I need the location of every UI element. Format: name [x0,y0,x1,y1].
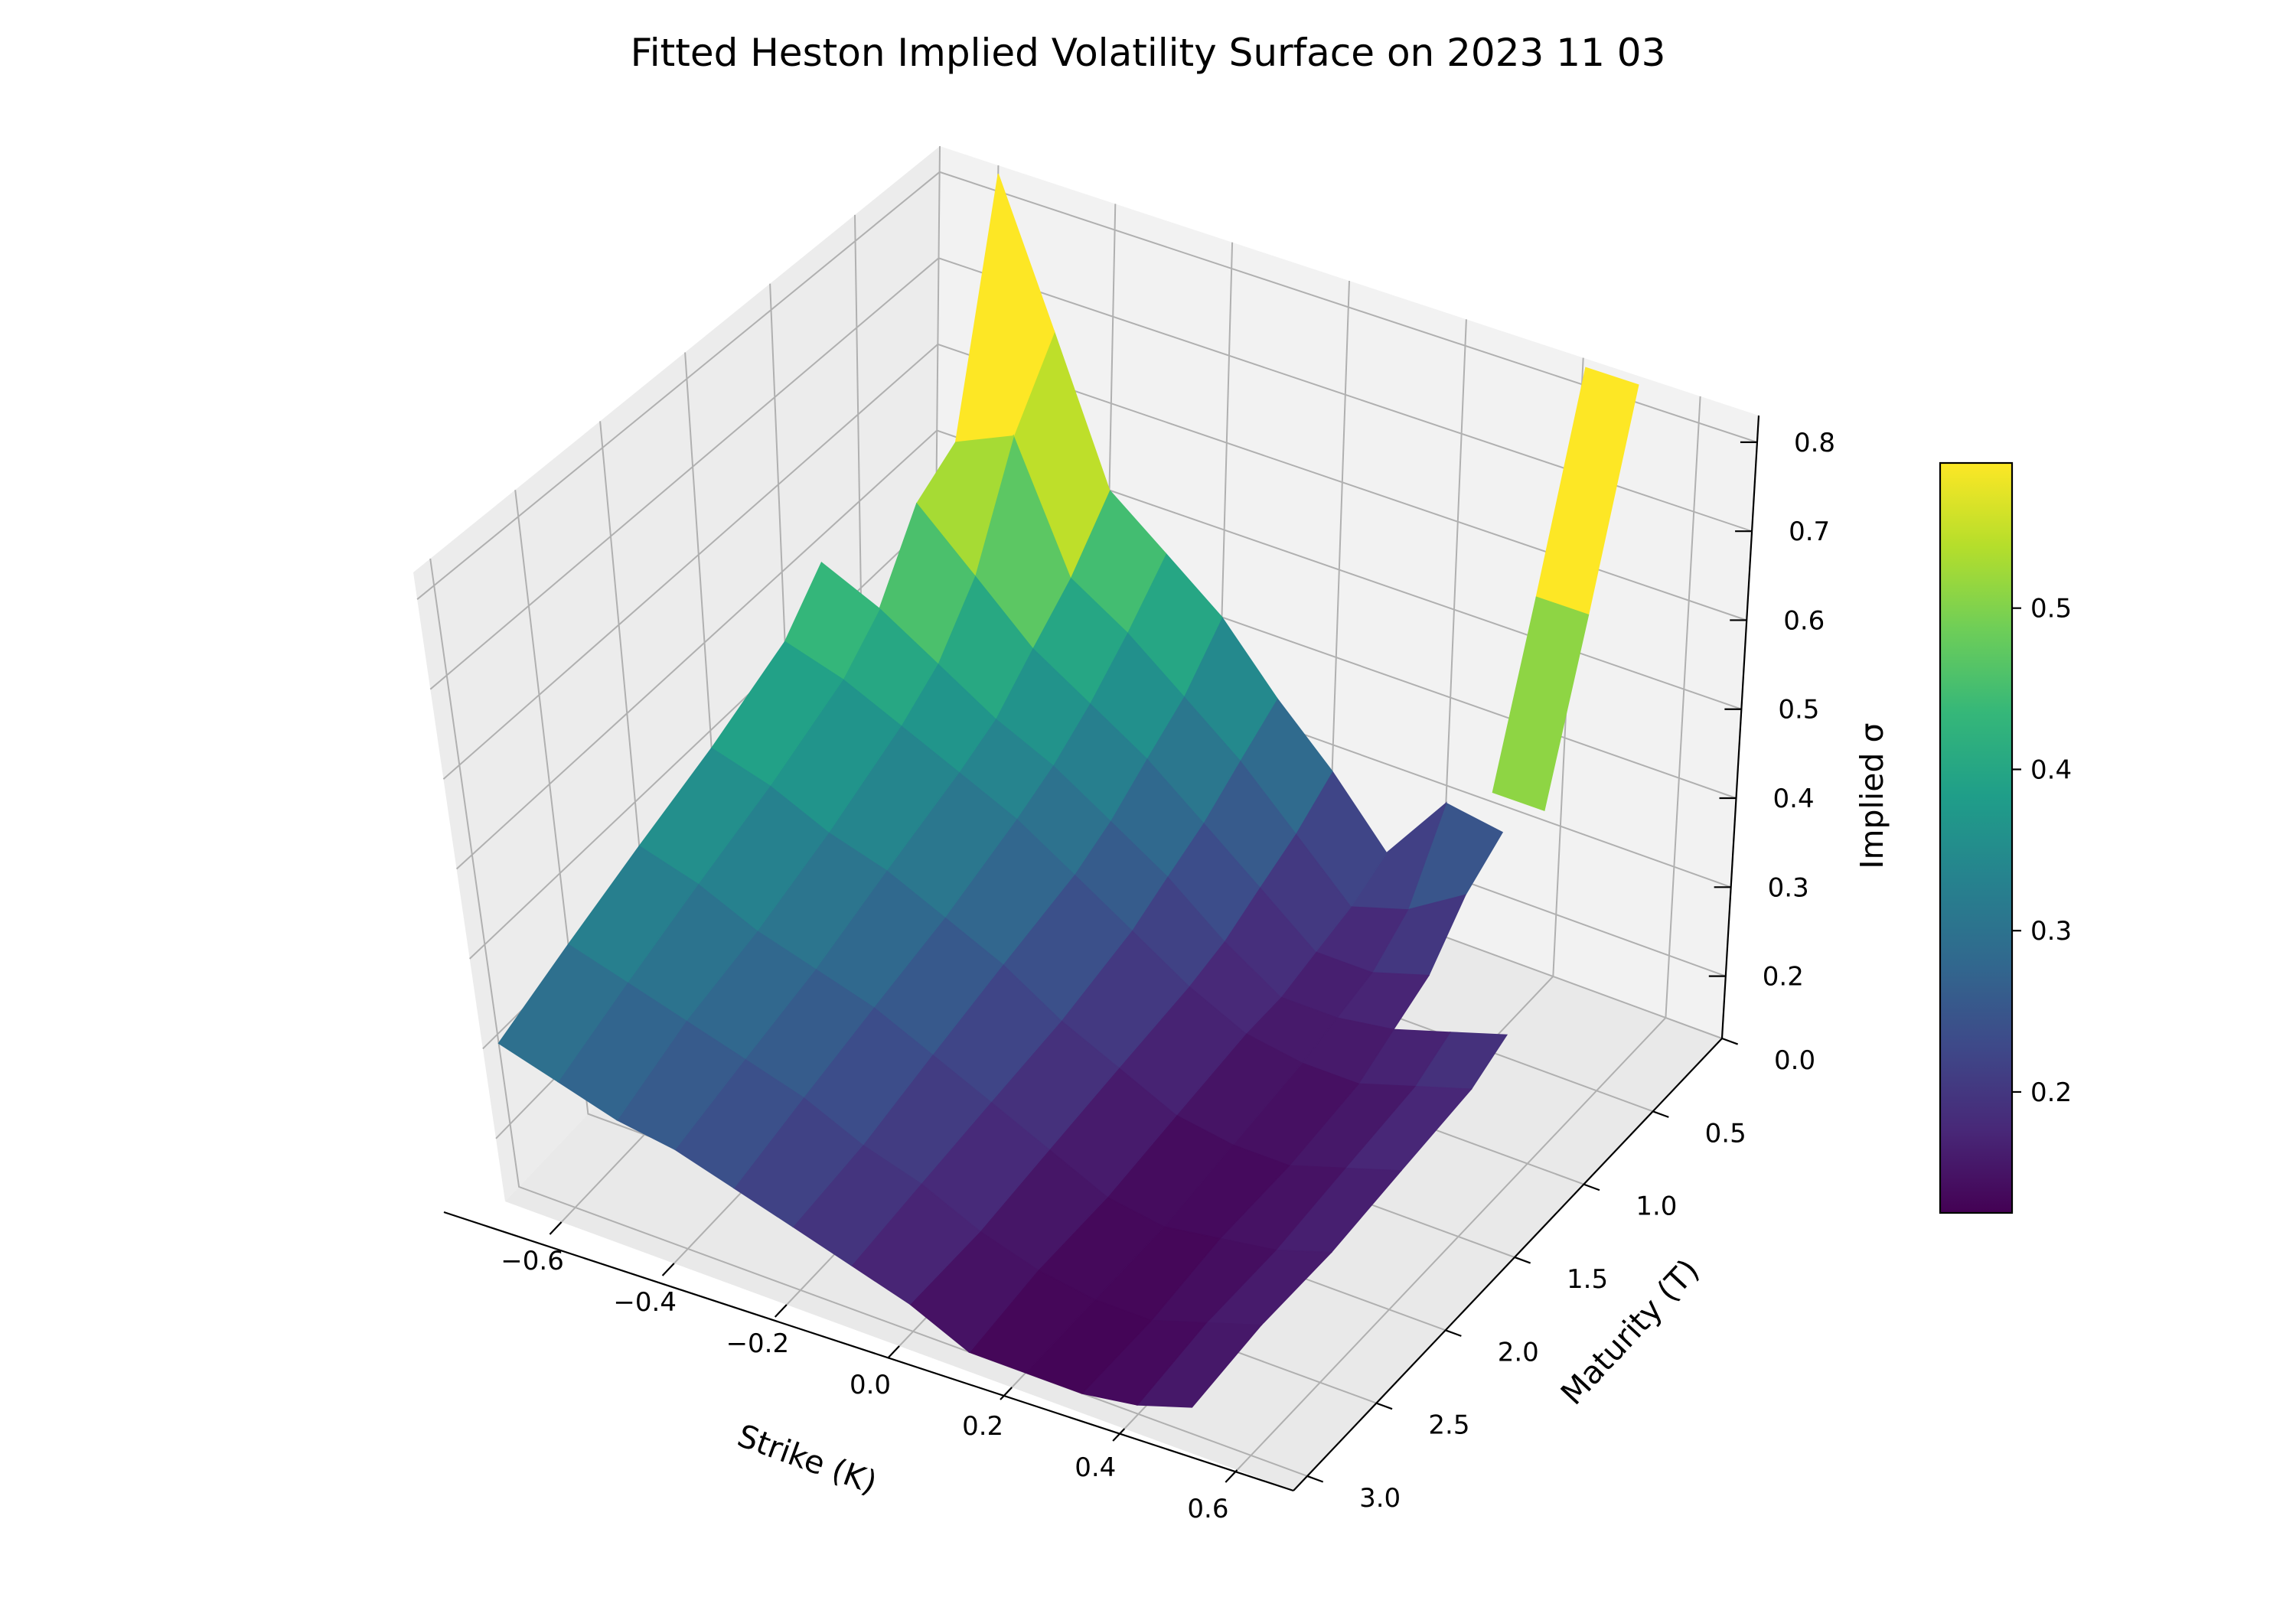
colorbar-tick-label: 0.4 [2030,755,2072,785]
x-tick-label: 0.6 [1187,1494,1228,1524]
z-tick-label: 0.8 [1794,428,1835,458]
y-tick-label: 2.5 [1428,1410,1469,1441]
z-axis-label: Implied σ [1854,722,1890,869]
z-tick-label: 0.7 [1789,517,1830,547]
gridline-z [455,429,1742,870]
y-tick [1445,1329,1462,1337]
colorbar-tick-label: 0.5 [2030,594,2072,624]
x-tick [1112,1428,1126,1442]
y-tick [1514,1256,1531,1264]
surface-facet [1492,596,1590,811]
x-axis-label: Strike (K) [732,1417,882,1501]
z-tick-label: 0.4 [1773,784,1815,814]
gridline-z [416,171,1758,600]
x-tick [887,1345,900,1359]
x-tick [774,1304,788,1318]
gridline-z [442,343,1747,780]
y-tick-label: 3.0 [1359,1483,1401,1514]
z-tick-label: 0.5 [1778,695,1819,725]
y-tick [1306,1475,1324,1483]
x-tick-label: 0.2 [962,1411,1003,1442]
y-tick-label: 0.5 [1705,1118,1746,1149]
x-tick-label: 0.4 [1075,1452,1116,1483]
y-tick [1376,1402,1393,1410]
x-tick [1000,1387,1013,1400]
z-tick-label: 0.6 [1783,605,1825,636]
x-tick [549,1221,563,1235]
x-axis-line [443,1211,1294,1492]
z-axis-line [1720,415,1760,1039]
x-tick-label: −0.4 [613,1287,677,1318]
y-tick-label: 0.0 [1774,1045,1815,1076]
colorbar-tick-label: 0.3 [2030,916,2072,947]
left-pane [413,146,940,1201]
y-axis-line [1293,1038,1723,1491]
axes: −0.6 −0.4 −0.2 0.0 0.2 0.4 0.6 0.0 0.5 1.0 1.5 2.0 2… [443,415,1835,1524]
chart-title: Fitted Heston Implied Volatility Surface… [631,31,1666,75]
y-tick-label: 1.0 [1636,1191,1677,1222]
surface-facet [497,944,628,1083]
colorbar-gradient [1939,461,2014,1214]
y-tick [1721,1037,1739,1045]
gridline-z [429,257,1753,690]
colorbar-tick-label: 0.2 [2030,1077,2072,1108]
colorbar: 0.2 0.3 0.4 0.5 [1939,461,2072,1214]
surface-mesh [497,174,1639,1408]
z-tick-label: 0.2 [1763,962,1804,993]
y-tick [1583,1183,1600,1191]
y-tick-label: 1.5 [1567,1264,1608,1295]
x-tick [1225,1469,1238,1483]
x-tick [661,1263,675,1276]
x-tick-label: 0.0 [850,1370,891,1400]
x-tick-label: −0.2 [726,1328,790,1359]
y-tick-label: 2.0 [1498,1337,1539,1367]
y-tick [1652,1110,1669,1118]
z-tick-label: 0.3 [1768,872,1809,903]
x-tick-label: −0.6 [501,1246,564,1276]
